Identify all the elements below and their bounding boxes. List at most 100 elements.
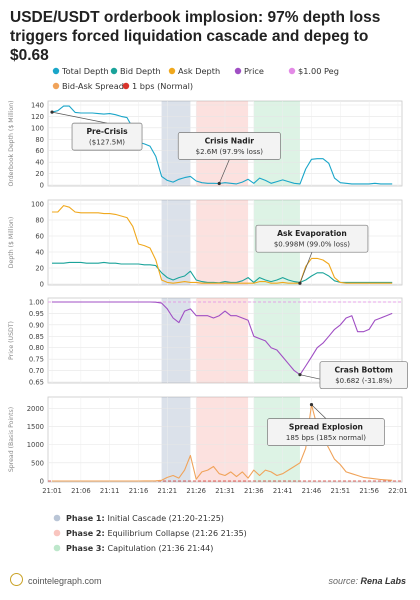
annotation-box — [255, 224, 369, 253]
y-tick-label: 0.90 — [29, 321, 44, 329]
annotation-title: Ask Evaporation — [277, 229, 347, 238]
x-tick-label: 21:06 — [71, 487, 91, 495]
y-tick-label: 500 — [31, 459, 44, 467]
phase-band-2 — [196, 298, 249, 383]
y-tick-label: 0.95 — [29, 310, 44, 318]
footer: cointelegraph.com source: Rena Labs — [0, 570, 420, 600]
phase-label-2: Phase 2: Equilibrium Collapse (21:26 21:… — [66, 529, 247, 538]
source-credit: source: Rena Labs — [328, 576, 406, 586]
y-tick-label: 80 — [35, 136, 44, 144]
phase-prefix: Phase 3: — [66, 544, 107, 553]
phase-desc: Initial Cascade (21:20-21:25) — [107, 514, 223, 523]
panels: 0 20 40 60 80 100 120 140 Orderbook Depth ($ Mil… — [8, 100, 408, 495]
annotation-text: 185 bps (185x normal) — [286, 434, 366, 442]
x-tick-label: 21:11 — [100, 487, 120, 495]
legend-label-5: Bid-Ask Spread — [62, 81, 124, 91]
legend-marker-0 — [52, 67, 60, 75]
phase-label-1: Phase 1: Initial Cascade (21:20-21:25) — [66, 514, 224, 523]
y-tick-label: 40 — [35, 159, 44, 167]
annotation-box — [177, 132, 281, 160]
x-tick-label: 21:21 — [158, 487, 178, 495]
annotation-point — [298, 373, 302, 377]
series-line-bid-ask-spread — [52, 404, 393, 482]
y-tick-label: 0 — [40, 281, 44, 289]
annotation-text: ($127.5M) — [89, 139, 125, 147]
y-tick-label: 60 — [35, 147, 44, 155]
legend-marker-4 — [288, 67, 296, 75]
x-tick-label: 21:16 — [129, 487, 149, 495]
series-line-bid-depth — [52, 261, 393, 284]
legend-marker-2 — [168, 67, 176, 75]
phase-band-1 — [161, 298, 191, 383]
annotation-text: $2.6M (97.9% loss) — [196, 148, 264, 156]
phase-prefix: Phase 2: — [66, 529, 107, 538]
phase-desc: Equilibrium Collapse (21:26 21:35) — [107, 529, 246, 538]
legend-marker-6 — [122, 82, 130, 90]
panel-total_depth: 0 20 40 60 80 100 120 140 Orderbook Depth ($ Mil… — [8, 100, 403, 190]
chart-area: Total Depth Bid Depth Ask Depth Price $1.00 … — [8, 66, 408, 553]
y-tick-label: 100 — [31, 201, 44, 209]
x-tick-label: 21:41 — [273, 487, 293, 495]
legend-label-3: Price — [244, 66, 264, 76]
x-tick-label: 21:56 — [359, 487, 379, 495]
annotation-box — [267, 418, 385, 446]
phase-band-1 — [161, 200, 191, 285]
annotation-point — [50, 110, 54, 114]
legend-label-4: $1.00 Peg — [298, 66, 339, 76]
phase-label-3: Phase 3: Capitulation (21:36 21:44) — [66, 544, 213, 553]
page-title: USDE/USDT orderbook implosion: 97% depth… — [10, 9, 381, 64]
annotation-title: Pre-Crisis — [86, 127, 128, 136]
legend-label-1: Bid Depth — [120, 66, 161, 76]
legend: Total Depth Bid Depth Ask Depth Price $1.00 … — [52, 66, 339, 91]
x-tick-label: 21:31 — [215, 487, 235, 495]
source-name: Rena Labs — [360, 576, 406, 586]
x-tick-label: 22:01 — [388, 487, 408, 495]
source-prefix: source: — [328, 576, 358, 586]
y-tick-label: 0 — [40, 478, 44, 486]
y-tick-label: 0.85 — [29, 333, 44, 341]
y-tick-label: 100 — [31, 124, 44, 132]
panel-bid_ask_depth: 0 20 40 60 80 100 Depth ($ Million) Ask Evapora… — [8, 199, 403, 289]
y-tick-label: 0.75 — [29, 356, 44, 364]
annotation-title: Crisis Nadir — [205, 137, 255, 146]
panel-spread: 0 500 1000 1500 2000 Spread (Basis Points) Spr… — [8, 396, 408, 495]
y-axis-label: Price (USDT) — [8, 321, 15, 360]
annotation-point — [298, 281, 302, 285]
y-tick-label: 0 — [40, 182, 44, 190]
phase-marker-2 — [53, 529, 61, 537]
series-line-ask-depth — [52, 205, 393, 284]
phase-band-1 — [161, 397, 191, 482]
y-tick-label: 20 — [35, 265, 44, 273]
y-tick-label: 0.65 — [29, 379, 44, 387]
y-tick-label: 1.00 — [29, 299, 44, 307]
y-tick-label: 20 — [35, 170, 44, 178]
y-tick-label: 140 — [31, 102, 44, 110]
phase-desc: Capitulation (21:36 21:44) — [107, 544, 213, 553]
series-line-total-depth — [51, 105, 393, 185]
panel-price: 0.65 0.70 0.75 0.80 0.85 0.90 0.95 1.00 Price (U… — [8, 297, 408, 390]
series-line-price — [52, 301, 393, 376]
annotation-connector — [311, 404, 327, 419]
y-tick-label: 80 — [35, 217, 44, 225]
x-tick-label: 21:51 — [331, 487, 351, 495]
annotation-connector — [51, 111, 108, 124]
phase-band-3 — [253, 298, 300, 383]
y-axis-label: Spread (Basis Points) — [8, 407, 15, 472]
x-tick-label: 21:36 — [244, 487, 264, 495]
phase-marker-1 — [53, 514, 61, 522]
legend-label-0: Total Depth — [61, 66, 109, 76]
annotation-title: Crash Bottom — [334, 366, 392, 375]
phase-legend: Phase 1: Initial Cascade (21:20-21:25) Ph… — [53, 514, 247, 553]
legend-label-2: Ask Depth — [178, 66, 220, 76]
y-tick-label: 0.70 — [29, 367, 44, 375]
annotation-connector — [299, 252, 313, 284]
annotation-box — [319, 361, 408, 390]
y-axis-label: Orderbook Depth ($ Million) — [8, 100, 15, 186]
legend-label-6: 1 bps (Normal) — [132, 81, 193, 91]
y-tick-label: 1500 — [27, 423, 44, 431]
y-axis-label: Depth ($ Million) — [8, 217, 15, 268]
brand-link[interactable]: cointelegraph.com — [28, 576, 102, 586]
annotation-text: $0.998M (99.0% loss) — [274, 241, 350, 249]
y-tick-label: 40 — [35, 249, 44, 257]
